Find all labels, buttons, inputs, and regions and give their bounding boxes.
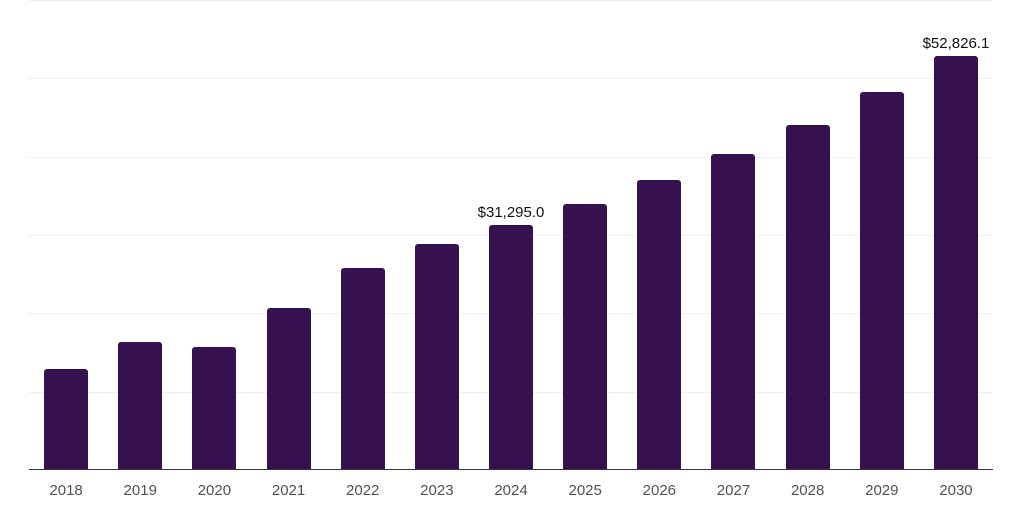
bar-cell-2028: [771, 0, 845, 470]
x-tick-2030: 2030: [939, 482, 973, 499]
bar-cell-2030: $52,826.1: [919, 0, 993, 470]
x-tick-2021: 2021: [271, 482, 306, 499]
bar-cell-2026: [622, 0, 696, 470]
bar-cell-2027: [696, 0, 770, 470]
x-tick-2027: 2027: [716, 482, 751, 499]
bar-cell-2023: [400, 0, 474, 470]
bar-2023: [414, 244, 459, 470]
bar-cell-2024: $31,295.0: [474, 0, 548, 470]
x-tick-2020: 2020: [197, 482, 232, 499]
bar-cell-2029: [845, 0, 919, 470]
bar-2022: [340, 267, 385, 470]
bar-2024: [489, 224, 534, 470]
bar-2030: [933, 56, 978, 470]
x-axis-labels: 2018 2019 2020 2021 2022 2023 2024 2025 2026 2027…: [29, 481, 993, 500]
data-label-2024: $31,295.0: [477, 203, 545, 221]
bar-2026: [637, 180, 682, 470]
x-tick-2019: 2019: [123, 482, 157, 499]
data-label-2030: $52,826.1: [922, 35, 990, 53]
plot-area: $31,295.0 $52,826.1: [29, 0, 993, 470]
bar-cell-2019: [103, 0, 177, 470]
gridline-50000: [29, 78, 993, 80]
x-tick-2028: 2028: [790, 482, 825, 499]
x-tick-2018: 2018: [49, 482, 83, 499]
bar-cell-2020: [177, 0, 251, 470]
gridline-40000: [29, 156, 993, 158]
x-tick-2029: 2029: [865, 482, 899, 499]
x-axis-line: [29, 468, 993, 470]
bar-2019: [118, 341, 163, 470]
bars-container: $31,295.0 $52,826.1: [29, 0, 993, 470]
x-tick-2025: 2025: [568, 482, 602, 499]
bar-2018: [44, 368, 89, 470]
bar-cell-2025: [548, 0, 622, 470]
bar-2020: [192, 347, 237, 470]
bar-2028: [785, 124, 830, 470]
x-tick-2024: 2024: [494, 482, 528, 499]
bar-2021: [266, 307, 311, 470]
bar-cell-2021: [251, 0, 325, 470]
bar-2027: [711, 153, 756, 470]
x-tick-2026: 2026: [642, 482, 677, 499]
gridline-60000: [29, 0, 993, 1]
x-tick-2022: 2022: [346, 482, 380, 499]
bar-cell-2018: [29, 0, 103, 470]
bar-2029: [859, 92, 904, 470]
bar-cell-2022: [326, 0, 400, 470]
x-tick-2023: 2023: [420, 482, 454, 499]
bar-2025: [563, 203, 608, 470]
